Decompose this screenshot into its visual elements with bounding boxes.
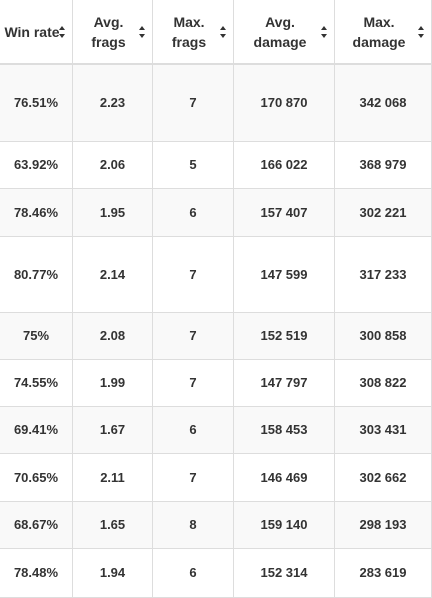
column-header-avg-frags[interactable]: Avg. frags (72, 0, 153, 65)
header-row: Win rate Avg. frags Max. frags Avg. dama… (0, 0, 432, 65)
cell-avg-frags: 2.23 (72, 63, 153, 142)
cell-max-frags: 7 (152, 311, 234, 360)
column-header-max-damage[interactable]: Max. damage (334, 0, 432, 65)
cell-avg-frags: 2.14 (72, 235, 153, 313)
cell-win-rate: 78.48% (0, 547, 73, 598)
cell-avg-damage: 157 407 (233, 187, 335, 237)
column-header-label: Avg. damage (253, 13, 307, 50)
sort-icon (220, 25, 227, 38)
cell-max-damage: 298 193 (334, 500, 432, 549)
cell-max-frags: 7 (152, 358, 234, 407)
cell-win-rate: 69.41% (0, 405, 73, 454)
cell-avg-frags: 2.11 (72, 452, 153, 502)
cell-max-damage: 308 822 (334, 358, 432, 407)
cell-max-frags: 6 (152, 187, 234, 237)
table-row: 78.48% 1.94 6 152 314 283 619 (0, 547, 432, 598)
table-row: 63.92% 2.06 5 166 022 368 979 (0, 140, 432, 189)
cell-win-rate: 78.46% (0, 187, 73, 237)
cell-max-damage: 317 233 (334, 235, 432, 313)
cell-max-damage: 302 662 (334, 452, 432, 502)
column-header-avg-damage[interactable]: Avg. damage (233, 0, 335, 65)
cell-avg-frags: 1.67 (72, 405, 153, 454)
table-row: 68.67% 1.65 8 159 140 298 193 (0, 500, 432, 549)
cell-max-frags: 7 (152, 452, 234, 502)
cell-max-frags: 7 (152, 63, 234, 142)
cell-max-damage: 303 431 (334, 405, 432, 454)
table-row: 75% 2.08 7 152 519 300 858 (0, 311, 432, 360)
table-row: 78.46% 1.95 6 157 407 302 221 (0, 187, 432, 237)
cell-max-damage: 300 858 (334, 311, 432, 360)
cell-max-damage: 368 979 (334, 140, 432, 189)
sort-icon (418, 25, 425, 38)
cell-avg-damage: 147 599 (233, 235, 335, 313)
cell-max-damage: 342 068 (334, 63, 432, 142)
column-header-max-frags[interactable]: Max. frags (152, 0, 234, 65)
cell-avg-frags: 1.95 (72, 187, 153, 237)
sort-icon (139, 25, 146, 38)
cell-avg-damage: 158 453 (233, 405, 335, 454)
cell-avg-damage: 152 519 (233, 311, 335, 360)
column-header-win-rate[interactable]: Win rate (0, 0, 73, 65)
cell-max-damage: 302 221 (334, 187, 432, 237)
cell-max-damage: 283 619 (334, 547, 432, 598)
cell-max-frags: 5 (152, 140, 234, 189)
cell-win-rate: 75% (0, 311, 73, 360)
cell-avg-frags: 1.99 (72, 358, 153, 407)
sort-icon (321, 25, 328, 38)
cell-avg-damage: 170 870 (233, 63, 335, 142)
cell-win-rate: 80.77% (0, 235, 73, 313)
cell-win-rate: 63.92% (0, 140, 73, 189)
column-header-label: Win rate (4, 23, 60, 40)
table-row: 74.55% 1.99 7 147 797 308 822 (0, 358, 432, 407)
table-row: 76.51% 2.23 7 170 870 342 068 (0, 63, 432, 142)
cell-win-rate: 68.67% (0, 500, 73, 549)
cell-avg-frags: 2.08 (72, 311, 153, 360)
cell-win-rate: 74.55% (0, 358, 73, 407)
cell-max-frags: 6 (152, 547, 234, 598)
cell-avg-damage: 146 469 (233, 452, 335, 502)
cell-max-frags: 7 (152, 235, 234, 313)
sort-icon (59, 25, 66, 38)
cell-win-rate: 70.65% (0, 452, 73, 502)
table-row: 80.77% 2.14 7 147 599 317 233 (0, 235, 432, 313)
cell-avg-damage: 147 797 (233, 358, 335, 407)
cell-avg-damage: 166 022 (233, 140, 335, 189)
cell-avg-frags: 1.94 (72, 547, 153, 598)
table-row: 70.65% 2.11 7 146 469 302 662 (0, 452, 432, 502)
cell-avg-frags: 2.06 (72, 140, 153, 189)
table-row: 69.41% 1.67 6 158 453 303 431 (0, 405, 432, 454)
column-header-label: Avg. frags (91, 13, 126, 50)
column-header-label: Max. damage (352, 13, 406, 50)
cell-avg-damage: 159 140 (233, 500, 335, 549)
cell-max-frags: 8 (152, 500, 234, 549)
cell-avg-damage: 152 314 (233, 547, 335, 598)
column-header-label: Max. frags (171, 13, 207, 50)
cell-win-rate: 76.51% (0, 63, 73, 142)
cell-max-frags: 6 (152, 405, 234, 454)
cell-avg-frags: 1.65 (72, 500, 153, 549)
